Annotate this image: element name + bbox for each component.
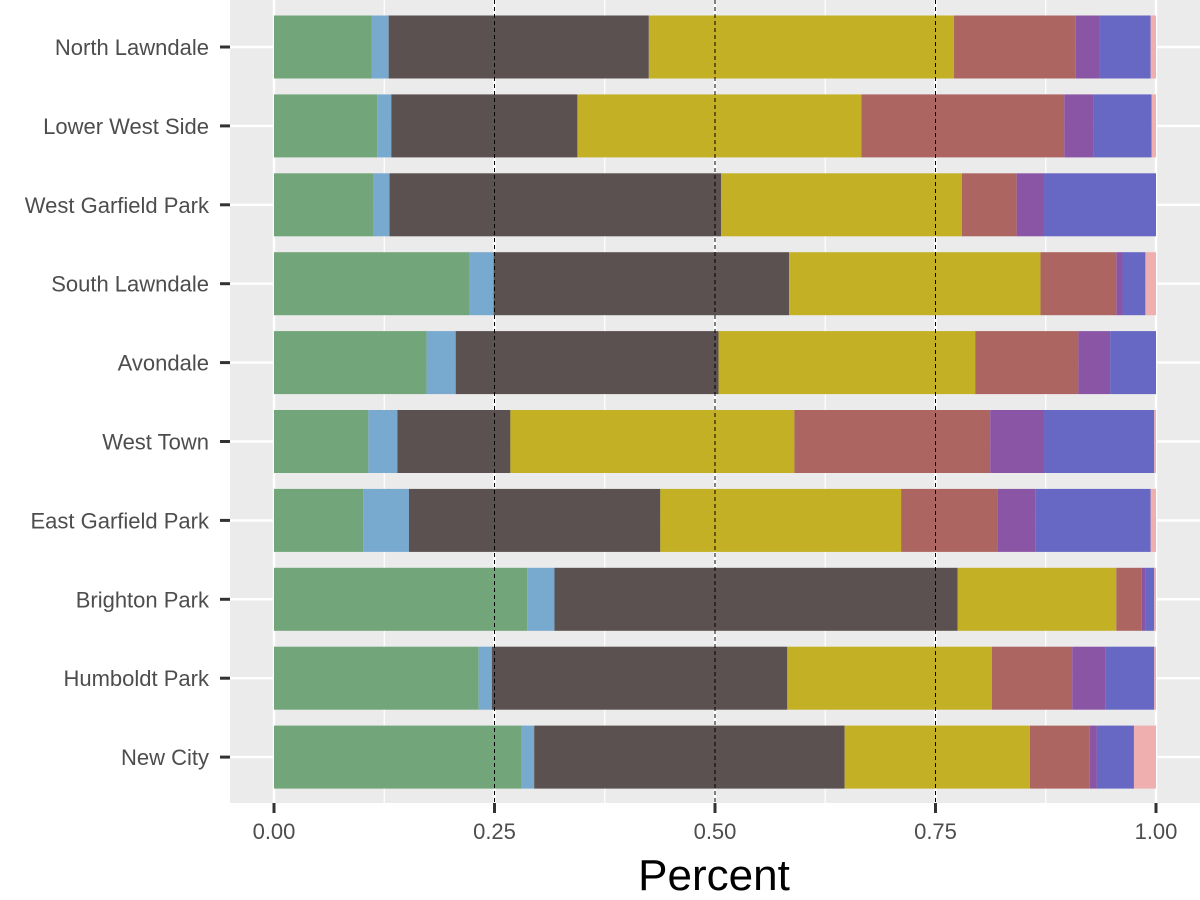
bar-segment <box>1035 488 1151 552</box>
bar-segment <box>389 173 722 237</box>
bar-segment <box>274 252 470 316</box>
category-label: Humboldt Park <box>63 666 210 691</box>
category-label: North Lawndale <box>55 35 209 60</box>
bar-segment <box>961 173 1017 237</box>
bar-segment <box>1154 646 1156 710</box>
bar-segment <box>1093 94 1152 158</box>
bar-segment <box>1043 410 1155 473</box>
bar-segment <box>274 488 364 552</box>
bar-segment <box>274 331 427 395</box>
bar-segment <box>975 331 1079 395</box>
bar-segment <box>1040 252 1117 316</box>
bar-segment <box>1078 331 1111 395</box>
category-label: West Garfield Park <box>25 193 210 218</box>
x-tick-label: 1.00 <box>1135 819 1178 844</box>
bar-segment <box>901 488 998 552</box>
bar-segment <box>660 488 902 552</box>
bar-segment <box>274 173 374 237</box>
bar-segment <box>455 331 719 395</box>
bar-segment <box>954 15 1076 79</box>
bar-segment <box>1116 567 1142 631</box>
bar-segment <box>861 94 1065 158</box>
bar-segment <box>718 331 976 395</box>
bar-segment <box>844 725 1030 789</box>
bar-segment <box>274 646 479 710</box>
bar-segment <box>371 15 389 79</box>
bar-segment <box>1016 173 1044 237</box>
bar-segment <box>648 15 955 79</box>
bar-segment <box>521 725 535 789</box>
bar-segment <box>397 410 511 473</box>
bar-segment <box>274 410 369 473</box>
bar-segment <box>990 410 1044 473</box>
bar-segment <box>1075 15 1100 79</box>
bar-segment <box>1064 94 1094 158</box>
bar-segment <box>1089 725 1097 789</box>
x-tick-label: 0.75 <box>914 819 957 844</box>
category-label: Brighton Park <box>76 587 210 612</box>
bar-segment <box>1043 173 1156 237</box>
bar-segment <box>373 173 390 237</box>
x-axis-title: Percent <box>638 851 790 900</box>
bar-segment <box>363 488 409 552</box>
bar-segment <box>1099 15 1151 79</box>
bar-segment <box>1154 567 1156 631</box>
bar-segment <box>787 646 992 710</box>
bar-segment <box>368 410 398 473</box>
bar-segment <box>1150 15 1156 79</box>
axes: North Lawndale Lower West Side West Garfie… <box>25 35 1178 844</box>
category-label: Avondale <box>118 351 209 376</box>
x-tick-label: 0.25 <box>473 819 516 844</box>
bar-segment <box>1150 488 1156 552</box>
bar-segment <box>388 15 649 79</box>
bar-segment <box>478 646 492 710</box>
bar-segment <box>1116 252 1123 316</box>
bar-segment <box>274 94 378 158</box>
bar-segment <box>510 410 795 473</box>
bar-segment <box>408 488 661 552</box>
reference-lines <box>494 0 936 803</box>
category-label: Lower West Side <box>43 114 209 139</box>
category-label: West Town <box>102 430 209 455</box>
bar-segment <box>991 646 1073 710</box>
bar-segment <box>1072 646 1106 710</box>
category-label: South Lawndale <box>51 272 209 297</box>
bar-segment <box>1096 725 1134 789</box>
bar-segment <box>1133 725 1156 789</box>
bar-segment <box>1122 252 1146 316</box>
category-label: New City <box>121 745 209 770</box>
x-tick-label: 0.50 <box>694 819 737 844</box>
bar-segment <box>1105 646 1155 710</box>
bar-segment <box>1110 331 1156 395</box>
bar-segment <box>274 567 528 631</box>
bar-segment <box>391 94 578 158</box>
bar-segment <box>721 173 962 237</box>
bar-segment <box>789 252 1041 316</box>
bar-segment <box>794 410 991 473</box>
bar-segment <box>491 646 788 710</box>
x-tick-label: 0.00 <box>253 819 296 844</box>
bar-segment <box>1151 94 1156 158</box>
bar-segment <box>1141 567 1146 631</box>
bar-segment <box>469 252 494 316</box>
bar-segment <box>1145 252 1156 316</box>
bar-segment <box>493 252 790 316</box>
bar-segment <box>377 94 392 158</box>
bar-segment <box>274 725 522 789</box>
bar-segment <box>554 567 958 631</box>
bar-segment <box>957 567 1117 631</box>
category-label: East Garfield Park <box>30 508 210 533</box>
bar-segment <box>426 331 456 395</box>
bar-segment <box>1029 725 1090 789</box>
bar-segment <box>527 567 555 631</box>
bar-segment <box>997 488 1036 552</box>
bar-segment <box>534 725 845 789</box>
bar-segment <box>1145 567 1155 631</box>
bar-segment <box>274 15 372 79</box>
bar-segment <box>1154 410 1156 473</box>
bar-segment <box>577 94 862 158</box>
bars <box>274 15 1156 789</box>
